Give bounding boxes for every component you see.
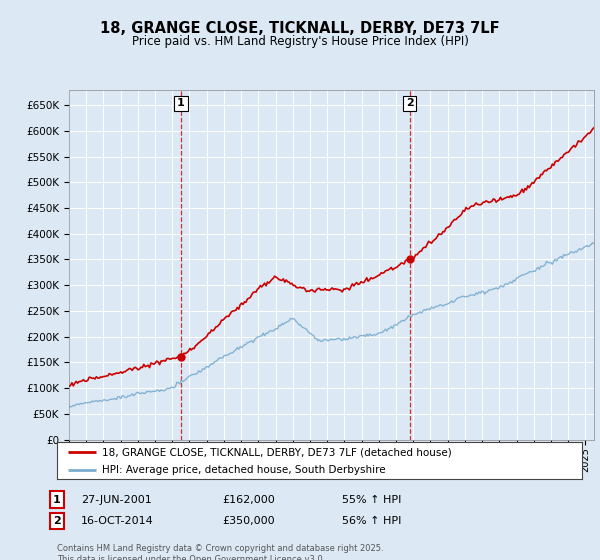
Text: £350,000: £350,000 xyxy=(222,516,275,526)
Text: 2: 2 xyxy=(406,99,413,108)
Text: HPI: Average price, detached house, South Derbyshire: HPI: Average price, detached house, Sout… xyxy=(101,465,385,475)
Text: 18, GRANGE CLOSE, TICKNALL, DERBY, DE73 7LF: 18, GRANGE CLOSE, TICKNALL, DERBY, DE73 … xyxy=(100,21,500,36)
Text: 16-OCT-2014: 16-OCT-2014 xyxy=(81,516,154,526)
Text: 1: 1 xyxy=(53,494,61,505)
Text: 1: 1 xyxy=(177,99,185,108)
Text: 2: 2 xyxy=(53,516,61,526)
Text: 18, GRANGE CLOSE, TICKNALL, DERBY, DE73 7LF (detached house): 18, GRANGE CLOSE, TICKNALL, DERBY, DE73 … xyxy=(101,447,451,457)
Text: Price paid vs. HM Land Registry's House Price Index (HPI): Price paid vs. HM Land Registry's House … xyxy=(131,35,469,48)
Text: Contains HM Land Registry data © Crown copyright and database right 2025.
This d: Contains HM Land Registry data © Crown c… xyxy=(57,544,383,560)
Text: £162,000: £162,000 xyxy=(222,494,275,505)
Text: 56% ↑ HPI: 56% ↑ HPI xyxy=(342,516,401,526)
Text: 27-JUN-2001: 27-JUN-2001 xyxy=(81,494,152,505)
Text: 55% ↑ HPI: 55% ↑ HPI xyxy=(342,494,401,505)
